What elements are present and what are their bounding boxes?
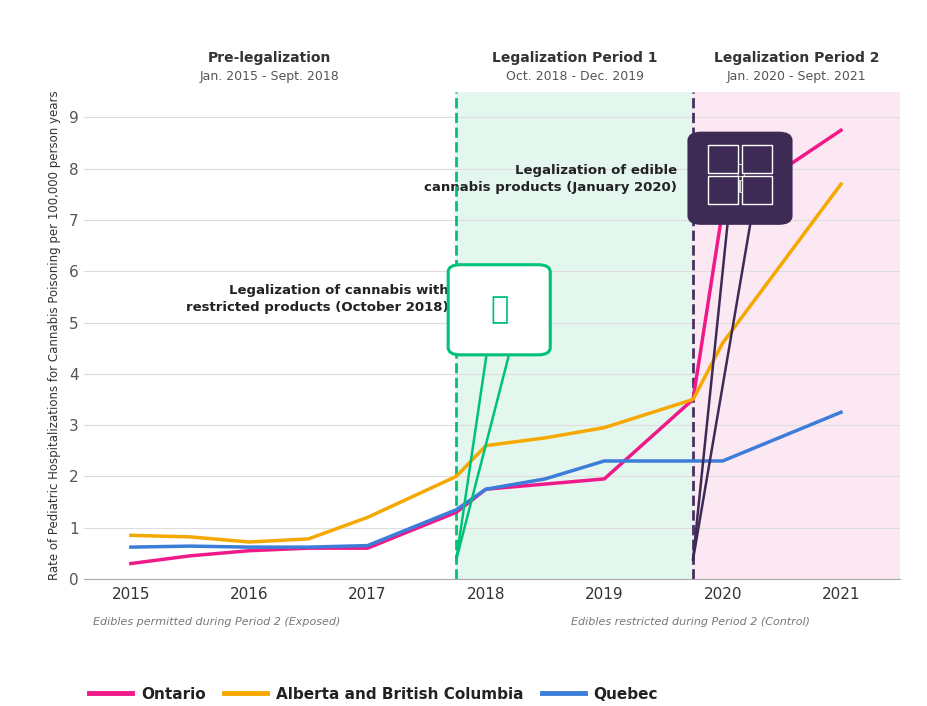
Bar	[456, 92, 692, 579]
Text: Oct. 2018 - Dec. 2019: Oct. 2018 - Dec. 2019	[505, 70, 643, 83]
Text: Jan. 2020 - Sept. 2021: Jan. 2020 - Sept. 2021	[726, 70, 866, 83]
Bar	[692, 92, 899, 579]
FancyBboxPatch shape	[742, 145, 771, 173]
FancyBboxPatch shape	[742, 176, 771, 204]
Text: Edibles restricted during Period 2 (Control): Edibles restricted during Period 2 (Cont…	[570, 617, 809, 627]
Text: Legalization of edible
cannabis products (January 2020): Legalization of edible cannabis products…	[424, 164, 676, 194]
Y-axis label: Rate of Pediatric Hospitalizations for Cannabis Poisoning per 100,000 person yea: Rate of Pediatric Hospitalizations for C…	[47, 90, 60, 580]
Legend: Ontario, Alberta and British Columbia, Quebec: Ontario, Alberta and British Columbia, Q…	[83, 681, 664, 706]
Text: Pre-legalization: Pre-legalization	[208, 51, 331, 65]
FancyBboxPatch shape	[707, 145, 737, 173]
FancyBboxPatch shape	[688, 133, 790, 223]
Text: Legalization of cannabis with
restricted products (October 2018): Legalization of cannabis with restricted…	[185, 284, 448, 313]
Text: 🌿: 🌿	[489, 295, 508, 324]
Text: Jan. 2015 - Sept. 2018: Jan. 2015 - Sept. 2018	[200, 70, 339, 83]
Text: ⬛
⬜⬜: ⬛ ⬜⬜	[730, 163, 747, 193]
FancyBboxPatch shape	[707, 176, 737, 204]
Text: Legalization Period 1: Legalization Period 1	[491, 51, 656, 65]
FancyBboxPatch shape	[448, 265, 550, 355]
Text: Edibles permitted during Period 2 (Exposed): Edibles permitted during Period 2 (Expos…	[93, 617, 340, 627]
Text: Legalization Period 2: Legalization Period 2	[713, 51, 879, 65]
